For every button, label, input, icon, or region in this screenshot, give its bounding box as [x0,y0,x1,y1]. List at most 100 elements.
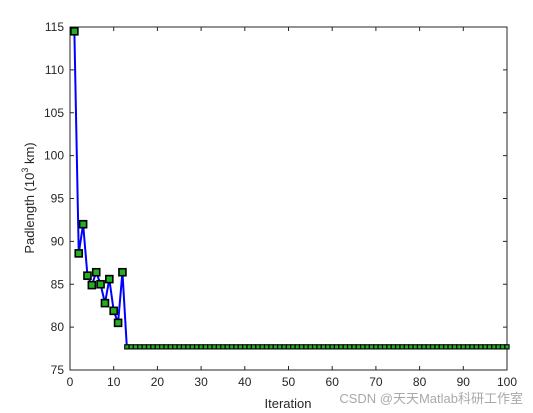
data-point [416,344,423,350]
data-point [202,344,209,350]
data-point [78,219,88,229]
data-point [281,344,287,350]
data-point [132,344,139,350]
data-point [185,344,191,350]
data-point [307,344,313,350]
y-tick-label: 85 [51,277,65,291]
data-point [154,344,161,350]
data-point [285,344,292,350]
data-point [237,344,244,350]
data-point [128,344,134,350]
data-point [150,344,156,350]
data-point [229,344,235,350]
data-point [268,344,274,350]
x-tick-label: 50 [282,375,296,389]
data-point [443,344,449,350]
data-point [163,344,169,350]
y-axis-label-exponent: 3 [20,168,30,173]
data-point [159,344,165,350]
data-point [333,344,340,350]
y-axis-label-prefix: Padlength (10 [22,173,37,254]
data-point [298,344,305,350]
data-point [233,344,239,350]
y-tick-label: 80 [51,320,65,334]
y-tick-label: 105 [44,106,64,120]
data-point [211,344,217,350]
data-point [338,344,344,350]
data-point [460,344,466,350]
data-point [504,344,510,350]
data-point [456,344,462,350]
data-point [360,344,366,350]
data-point [478,344,484,350]
data-point [91,267,101,277]
x-tick-label: 0 [67,375,74,389]
data-point [303,344,309,350]
data-point [141,344,147,350]
data-point [70,26,79,36]
data-point [325,344,331,350]
data-point [263,344,270,350]
data-point [198,344,204,350]
data-point [105,274,114,284]
data-point [486,344,493,350]
x-tick-label: 20 [151,375,165,389]
data-point [113,318,123,328]
data-point [482,344,488,350]
data-point [294,344,300,350]
data-point [425,344,431,350]
data-point [246,344,252,350]
data-point [499,344,506,350]
data-point [390,344,397,350]
data-point [329,344,335,350]
x-tick-label: 100 [497,375,517,389]
data-point [250,344,257,350]
x-tick-label: 70 [369,375,383,389]
data-point [290,344,296,350]
data-point [172,344,178,350]
data-point [386,344,392,350]
data-point [395,344,401,350]
data-point [74,249,84,258]
data-point [421,344,427,350]
data-point [451,344,458,350]
y-tick-label: 75 [51,363,65,377]
data-point [124,344,130,350]
data-point [469,344,475,350]
data-point [430,344,436,350]
x-tick-label: 60 [326,375,340,389]
y-tick-label: 115 [45,20,64,34]
watermark: CSDN @天天Matlab科研工作室 [339,391,523,406]
data-point [495,344,501,350]
data-point [373,344,379,350]
data-point [109,306,118,316]
x-tick-label: 30 [194,375,208,389]
data-point [146,344,152,350]
x-tick-label: 80 [413,375,427,389]
data-point [351,344,357,350]
data-point [320,344,327,350]
data-point [491,344,497,350]
x-tick-label: 40 [238,375,252,389]
data-point [342,344,348,350]
data-point [215,344,222,350]
data-point [355,344,362,350]
data-point [255,344,261,350]
data-point [220,344,226,350]
data-point [100,298,110,308]
axis-ticks: 0 10 20 30 40 50 60 70 80 90 100 75 80 85 90 95 100 105 11… [44,20,517,389]
data-point [473,344,480,350]
data-point [189,344,196,350]
data-point [377,344,383,350]
series-markers [70,26,510,350]
data-point [194,344,200,350]
data-point [83,271,92,280]
data-point [399,344,405,350]
x-axis-label: Iteration [265,396,312,411]
data-point [316,344,322,350]
data-point [96,279,105,289]
data-point [167,344,174,350]
data-point [277,344,283,350]
data-point [347,344,353,350]
